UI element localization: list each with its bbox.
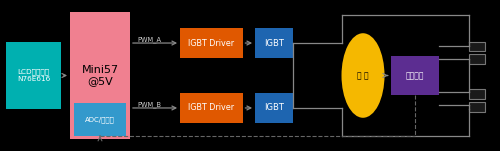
FancyBboxPatch shape	[469, 102, 485, 112]
Text: IGBT: IGBT	[264, 39, 283, 48]
Ellipse shape	[342, 33, 384, 118]
FancyBboxPatch shape	[70, 12, 130, 139]
FancyBboxPatch shape	[6, 42, 61, 109]
FancyBboxPatch shape	[391, 56, 438, 95]
Text: IGBT: IGBT	[264, 103, 283, 112]
FancyBboxPatch shape	[469, 54, 485, 64]
Text: 电流检测: 电流检测	[406, 71, 424, 80]
FancyBboxPatch shape	[469, 42, 485, 51]
FancyBboxPatch shape	[74, 103, 126, 136]
Text: LCD显示按键
N76E616: LCD显示按键 N76E616	[17, 69, 50, 82]
FancyBboxPatch shape	[255, 93, 292, 123]
Text: PWM_B: PWM_B	[137, 101, 161, 108]
FancyBboxPatch shape	[180, 93, 242, 123]
FancyBboxPatch shape	[469, 89, 485, 99]
Text: 线 圈: 线 圈	[357, 71, 369, 80]
Text: ADC/比较器: ADC/比较器	[85, 116, 115, 123]
Text: PWM_A: PWM_A	[137, 36, 161, 43]
Text: IGBT Driver: IGBT Driver	[188, 39, 234, 48]
Text: Mini57
@5V: Mini57 @5V	[82, 65, 118, 86]
FancyBboxPatch shape	[180, 28, 242, 58]
Text: IGBT Driver: IGBT Driver	[188, 103, 234, 112]
FancyBboxPatch shape	[255, 28, 292, 58]
